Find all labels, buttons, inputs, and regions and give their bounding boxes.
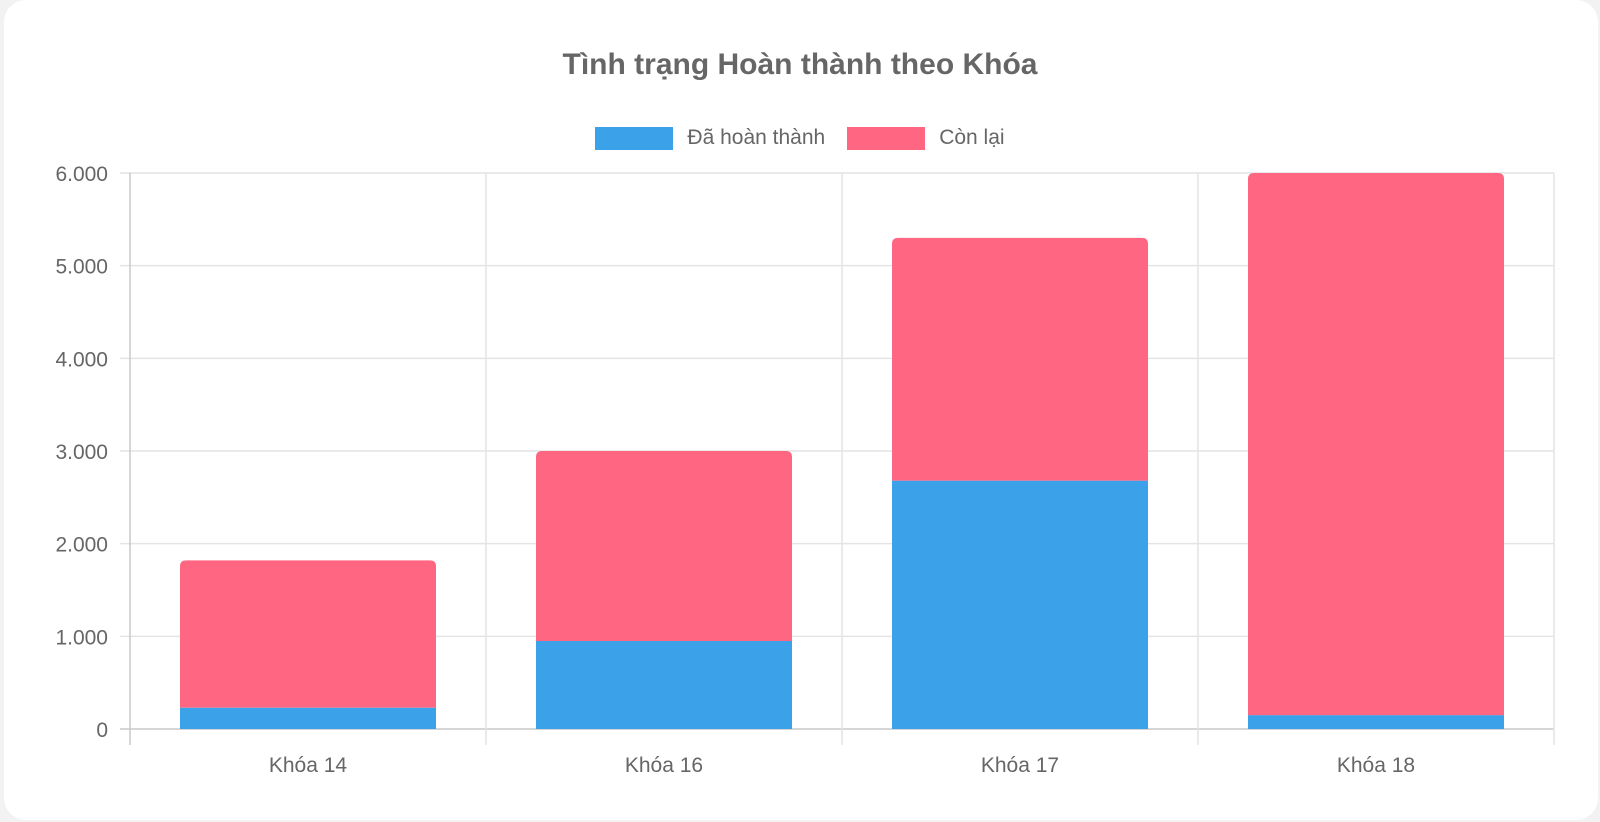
x-tick-label: Khóa 17 xyxy=(981,754,1059,777)
legend-label-completed: Đã hoàn thành xyxy=(687,126,826,149)
y-tick-label: 2.000 xyxy=(55,534,108,557)
bar-segment-completed xyxy=(1248,715,1504,729)
chart-title: Tình trạng Hoàn thành theo Khóa xyxy=(562,48,1038,81)
y-tick-label: 0 xyxy=(96,719,108,742)
bar-segment-remaining xyxy=(180,560,436,708)
bar-segment-completed xyxy=(892,480,1148,729)
legend-label-remaining: Còn lại xyxy=(939,126,1005,149)
chart-legend: Đã hoàn thành Còn lại xyxy=(0,126,1600,150)
legend-item-completed[interactable]: Đã hoàn thành xyxy=(595,126,825,150)
legend-item-remaining[interactable]: Còn lại xyxy=(847,126,1005,150)
bar-segment-remaining xyxy=(1248,173,1504,716)
legend-swatch-remaining xyxy=(847,126,926,150)
y-tick-label: 3.000 xyxy=(55,441,108,464)
x-tick-label: Khóa 18 xyxy=(1337,754,1415,777)
legend-swatch-completed xyxy=(595,126,674,150)
bar-segment-completed xyxy=(180,707,436,729)
y-tick-label: 5.000 xyxy=(55,256,108,279)
y-tick-label: 4.000 xyxy=(55,348,108,371)
bar-segment-remaining xyxy=(536,451,792,641)
bar-segment-completed xyxy=(536,640,792,729)
x-tick-label: Khóa 16 xyxy=(625,754,703,777)
bar-segment-remaining xyxy=(892,237,1148,481)
y-tick-label: 6.000 xyxy=(55,163,108,186)
y-tick-label: 1.000 xyxy=(55,626,108,649)
x-tick-label: Khóa 14 xyxy=(269,754,348,777)
